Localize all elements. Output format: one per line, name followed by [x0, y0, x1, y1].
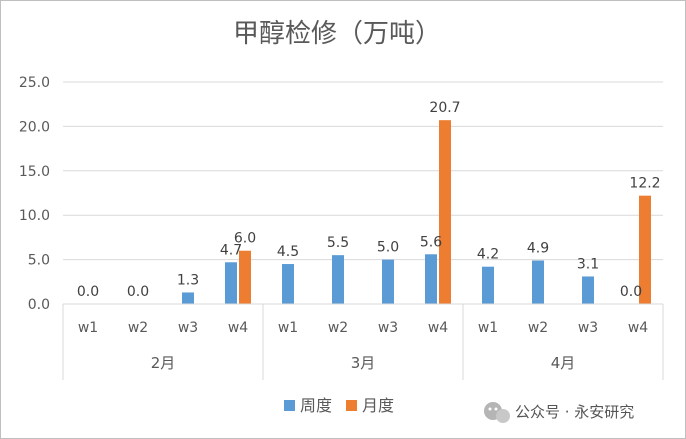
- chart-title: 甲醇检修（万吨）: [233, 19, 441, 49]
- data-label: 4.2: [477, 247, 499, 263]
- bar-周度: [482, 266, 494, 304]
- data-label: 5.6: [420, 234, 442, 250]
- data-label: 4.5: [277, 244, 299, 260]
- data-label: 5.0: [377, 240, 399, 256]
- data-label: 6.0: [234, 231, 256, 247]
- x-tick-label: w2: [528, 320, 548, 336]
- x-tick-label: w1: [78, 320, 98, 336]
- y-tick-label: 5.0: [28, 253, 50, 269]
- x-tick-label: w1: [278, 320, 298, 336]
- data-label: 1.3: [177, 272, 199, 288]
- bar-月度: [439, 120, 451, 305]
- y-tick-label: 10.0: [19, 208, 50, 224]
- gridlines: [63, 81, 663, 305]
- data-label: 0.0: [77, 284, 99, 300]
- bar-月度: [639, 195, 651, 304]
- x-tick-label: w3: [578, 320, 598, 336]
- x-tick-label: w1: [478, 320, 498, 336]
- x-group-label: 3月: [351, 354, 376, 372]
- legend-label: 月度: [362, 396, 394, 415]
- bars: [182, 120, 651, 305]
- bar-月度: [239, 250, 251, 304]
- x-tick-label: w2: [328, 320, 348, 336]
- legend: 周度 月度: [284, 396, 394, 415]
- bar-周度: [225, 262, 237, 304]
- x-tick-label: w4: [628, 320, 648, 336]
- data-labels: 0.0 0.0 1.3 4.76.0 4.5 5.5 5.0 5.6 20.7 4.2 4.9 3.1…: [77, 100, 661, 300]
- data-label: 3.1: [577, 256, 599, 272]
- data-label: 20.7: [429, 100, 460, 116]
- bar-周度: [582, 276, 594, 304]
- y-tick-label: 25.0: [19, 75, 50, 91]
- data-label: 4.9: [527, 240, 549, 256]
- x-tick-label: w4: [228, 320, 248, 336]
- legend-swatch-周度: [284, 400, 295, 411]
- x-tick-label: w4: [428, 320, 448, 336]
- bar-周度: [425, 254, 437, 304]
- data-label: 0.0: [620, 284, 642, 300]
- legend-swatch-月度: [346, 400, 357, 411]
- watermark: 公众号 · 永安研究: [484, 402, 634, 423]
- y-axis-ticks: 0.0 5.0 10.0 15.0 20.0 25.0: [19, 75, 50, 313]
- wechat-icon: [484, 402, 510, 423]
- data-label: 5.5: [327, 235, 349, 251]
- x-axis: w1 w2 w3 w4 2月 w1 w2 w3 w4 3月 w1 w2 w3 w4 4月: [62, 303, 664, 380]
- bar-周度: [382, 259, 394, 304]
- data-label: 4.7: [220, 242, 242, 258]
- bar-周度: [332, 255, 344, 304]
- bar-周度: [182, 292, 194, 304]
- legend-label: 周度: [300, 396, 332, 415]
- y-tick-label: 15.0: [19, 164, 50, 180]
- x-tick-label: w3: [178, 320, 198, 336]
- bar-周度: [282, 264, 294, 304]
- x-tick-label: w3: [378, 320, 398, 336]
- watermark-text: 公众号 · 永安研究: [515, 403, 634, 421]
- bar-周度: [532, 260, 544, 304]
- y-tick-label: 0.0: [28, 297, 50, 313]
- x-group-label: 2月: [151, 354, 176, 372]
- y-tick-label: 20.0: [19, 119, 50, 135]
- x-group-label: 4月: [551, 354, 576, 372]
- data-label: 12.2: [629, 176, 660, 192]
- x-tick-label: w2: [128, 320, 148, 336]
- data-label: 0.0: [127, 284, 149, 300]
